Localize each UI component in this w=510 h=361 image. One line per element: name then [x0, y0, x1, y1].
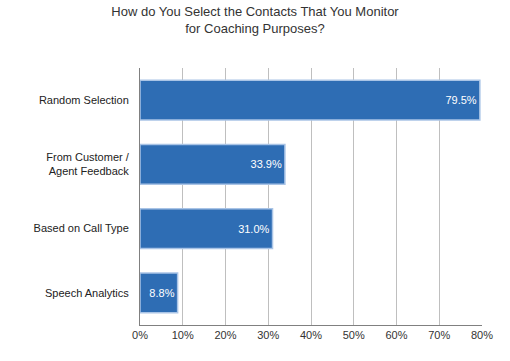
svg-text:How do You Select the Contacts: How do You Select the Contacts That You …	[111, 4, 399, 36]
svg-text:0%: 0%	[132, 329, 148, 341]
svg-text:60%: 60%	[385, 329, 407, 341]
svg-text:8.8%: 8.8%	[149, 287, 174, 299]
svg-text:79.5%: 79.5%	[445, 94, 476, 106]
svg-text:Random Selection: Random Selection	[39, 94, 129, 106]
svg-text:70%: 70%	[428, 329, 450, 341]
svg-text:20%: 20%	[214, 329, 236, 341]
svg-text:80%: 80%	[471, 329, 493, 341]
svg-text:33.9%: 33.9%	[251, 158, 282, 170]
svg-text:Speech Analytics: Speech Analytics	[45, 287, 129, 299]
svg-text:50%: 50%	[343, 329, 365, 341]
svg-text:31.0%: 31.0%	[238, 223, 269, 235]
svg-text:Based on Call Type: Based on Call Type	[34, 222, 129, 234]
svg-text:30%: 30%	[257, 329, 279, 341]
svg-text:40%: 40%	[300, 329, 322, 341]
svg-text:10%: 10%	[172, 329, 194, 341]
svg-text:From Customer /Agent Feedback: From Customer /Agent Feedback	[46, 151, 129, 177]
